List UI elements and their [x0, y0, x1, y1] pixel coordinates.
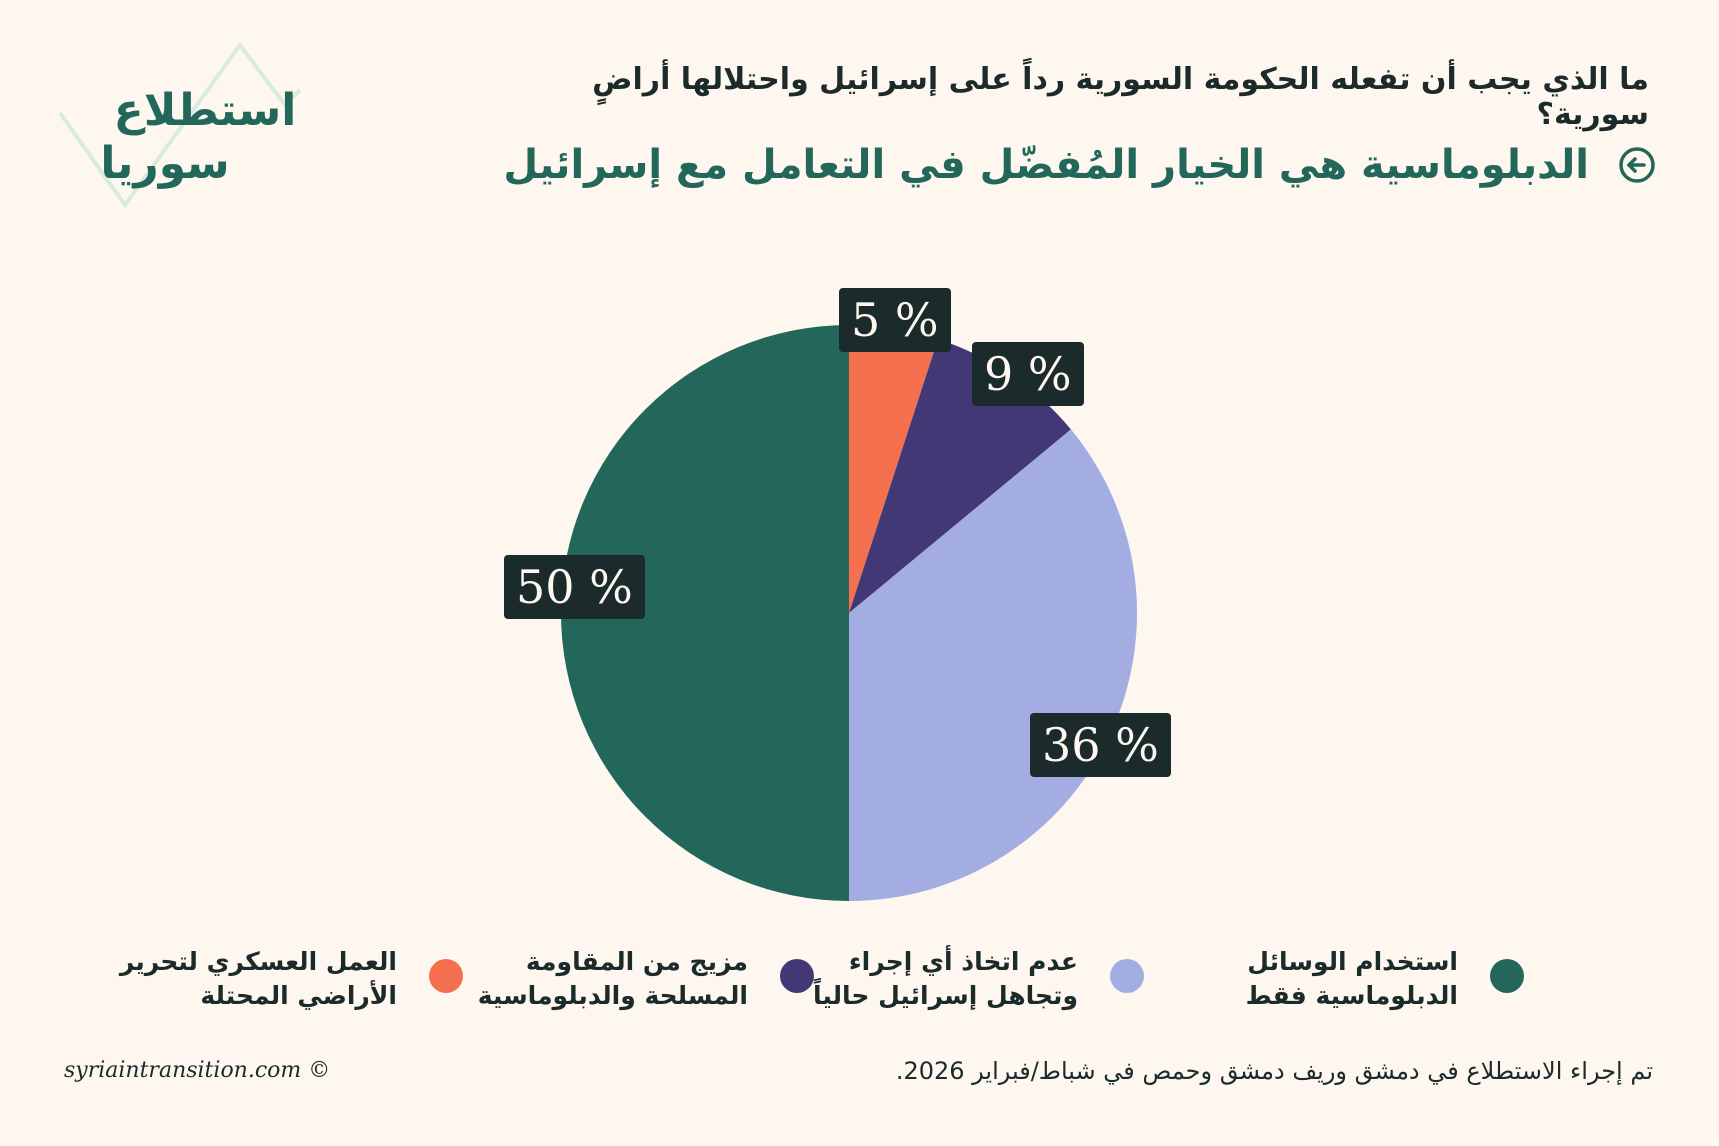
legend-item-mixed: مزيج من المقاومة المسلحة والدبلوماسية: [478, 945, 814, 1015]
legend-swatch: [780, 959, 814, 993]
logo-text-line1: استطلاع: [113, 85, 297, 136]
survey-note: تم إجراء الاستطلاع في دمشق وريف دمشق وحم…: [895, 1057, 1653, 1085]
pie-slice-0: [849, 325, 938, 613]
brand-logo: استطلاع سوريا: [55, 35, 315, 215]
logo-text-line2: سوريا: [100, 138, 230, 189]
legend-label: استخدام الوسائل الدبلوماسية فقط: [1245, 947, 1458, 1010]
arrow-circle-left-icon: [1619, 147, 1655, 183]
legend-swatch: [1490, 959, 1524, 993]
pie-slice-3: [561, 325, 849, 901]
logo-zigzag-icon: [58, 41, 302, 209]
pie-slice-label-2: 36 %: [1030, 713, 1171, 777]
pie-slice-label-3: 50 %: [504, 555, 645, 619]
legend-swatch: [429, 959, 463, 993]
answer-headline: الدبلوماسية هي الخيار المُفضّل في التعام…: [503, 142, 1657, 188]
legend-item-military: العمل العسكري لتحرير الأراضي المحتلة: [120, 945, 463, 1015]
legend-swatch: [1110, 959, 1144, 993]
answer-text: الدبلوماسية هي الخيار المُفضّل في التعام…: [503, 142, 1589, 188]
legend-label: مزيج من المقاومة المسلحة والدبلوماسية: [477, 947, 748, 1010]
pie-slice-label-1: 9 %: [972, 342, 1084, 406]
survey-question: ما الذي يجب أن تفعله الحكومة السورية ردا…: [592, 62, 1649, 132]
copyright-text: syriaintransition.com ©: [64, 1058, 331, 1083]
legend-item-no-action: عدم اتخاذ أي إجراء وتجاهل إسرائيل حالياً: [813, 945, 1144, 1015]
pie-slice-2: [849, 429, 1138, 901]
pie-slice-label-0: 5 %: [839, 288, 951, 352]
legend-item-diplomacy: استخدام الوسائل الدبلوماسية فقط: [1246, 945, 1524, 1015]
legend-label: عدم اتخاذ أي إجراء وتجاهل إسرائيل حالياً: [813, 947, 1078, 1010]
pie-slice-1: [849, 339, 1071, 613]
legend-label: العمل العسكري لتحرير الأراضي المحتلة: [119, 947, 397, 1010]
